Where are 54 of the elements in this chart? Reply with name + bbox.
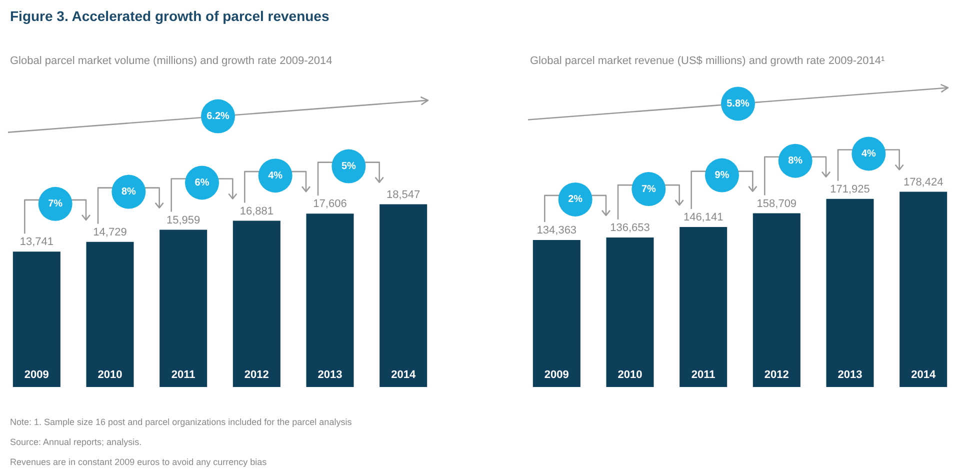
text: 5% <box>341 161 356 172</box>
bar <box>680 227 728 387</box>
text: Revenues are in constant 2009 euros to avoid any currency bias <box>10 457 267 467</box>
bar <box>160 230 208 387</box>
bar <box>900 192 948 387</box>
data-label: 171,925 <box>830 183 870 196</box>
chart-subtitle: Global parcel market revenue (US$ millions) and growth rate 2009-2014¹ <box>530 55 885 67</box>
x-tick-label: 2010 <box>98 369 122 382</box>
bar <box>232 220 280 387</box>
data-label: 17,606 <box>313 198 347 210</box>
bar <box>606 237 654 387</box>
text: 8% <box>788 156 803 167</box>
bar <box>12 252 60 387</box>
bar <box>306 214 354 387</box>
data-label: 16,881 <box>240 205 274 218</box>
x-tick-label: 2009 <box>544 369 569 382</box>
data-label: 13,741 <box>20 236 54 248</box>
x-tick-label: 2014 <box>391 369 416 382</box>
data-label: 15,959 <box>166 214 200 226</box>
data-label: 146,141 <box>683 212 724 224</box>
text: 6.2% <box>206 111 230 122</box>
x-tick-label: 2011 <box>691 369 716 382</box>
bar <box>532 240 580 387</box>
bar <box>380 204 428 387</box>
text: Note: 1. Sample size 16 post and parcel organizations included for the parcel analysis <box>10 417 352 427</box>
bar <box>826 198 874 387</box>
bar <box>86 242 134 387</box>
annotation: 2% <box>568 194 583 206</box>
x-tick-label: 2012 <box>244 369 269 382</box>
text: 8% <box>121 186 136 198</box>
x-tick-label: 2011 <box>171 369 196 382</box>
text: 4% <box>268 170 283 182</box>
annotation: 7% <box>48 198 63 210</box>
annotation: 7% <box>641 184 656 195</box>
chart-subtitle: Global parcel market volume (millions) and growth rate 2009-2014 <box>10 55 332 67</box>
bar <box>752 213 800 387</box>
source-note: Source: Annual reports; analysis. <box>10 437 142 447</box>
data-label: 158,709 <box>756 198 797 210</box>
x-tick-label: 2009 <box>24 369 49 382</box>
x-tick-label: 2014 <box>911 369 936 382</box>
x-tick-label: 2013 <box>318 369 342 382</box>
text: 6% <box>194 177 210 188</box>
x-tick-label: 2013 <box>838 369 862 382</box>
x-tick-label: 2010 <box>618 369 642 382</box>
text: 4% <box>861 148 876 160</box>
data-label: 136,653 <box>610 222 650 234</box>
data-label: 134,363 <box>536 224 577 236</box>
data-label: 18,547 <box>386 188 420 201</box>
x-tick-label: 2012 <box>764 369 789 382</box>
chart-title: Figure 3. Accelerated growth of parcel revenues <box>10 8 330 24</box>
text: 5.8% <box>726 98 750 110</box>
data-label: 14,729 <box>93 226 127 238</box>
text: 9% <box>714 170 730 182</box>
data-label: 178,424 <box>903 176 944 188</box>
